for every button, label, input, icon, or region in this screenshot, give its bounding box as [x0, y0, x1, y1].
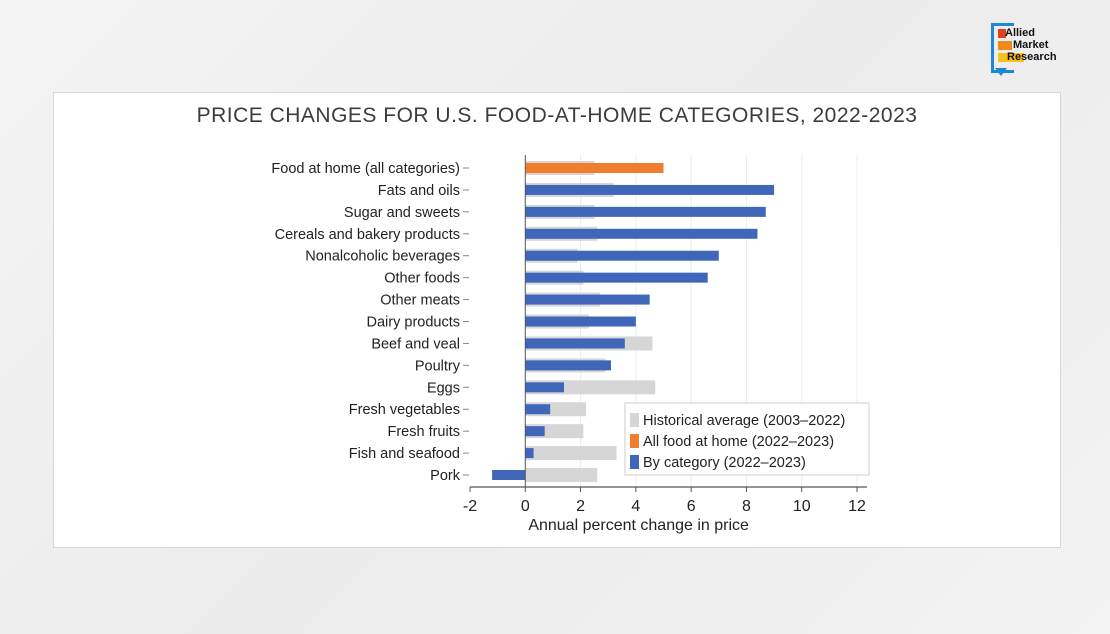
- category-label: Dairy products: [367, 315, 460, 331]
- category-label: Cereals and bakery products: [275, 227, 460, 243]
- bar-category: [525, 272, 708, 283]
- bar-all-food: [525, 163, 664, 173]
- category-label: Nonalcoholic beverages: [305, 249, 460, 265]
- category-label: Eggs: [427, 380, 460, 396]
- legend-label: By category (2022–2023): [643, 455, 806, 471]
- x-axis-label: Annual percent change in price: [528, 517, 749, 534]
- category-label: Pork: [430, 468, 461, 484]
- bar-category: [525, 294, 650, 305]
- category-label: Beef and veal: [371, 336, 460, 352]
- legend-box: [624, 402, 870, 476]
- bar-category: [525, 206, 766, 217]
- bar-category: [525, 250, 719, 261]
- bar-category: [525, 316, 636, 327]
- x-tick-label: 10: [793, 498, 811, 515]
- chart-title: PRICE CHANGES FOR U.S. FOOD-AT-HOME CATE…: [196, 104, 918, 127]
- x-tick-label: 2: [576, 498, 585, 515]
- bar-category: [525, 228, 758, 239]
- category-label: Sugar and sweets: [344, 205, 460, 221]
- category-label: Fresh fruits: [387, 424, 460, 440]
- logo-text-1: Allied: [1005, 27, 1035, 39]
- category-label: Fish and seafood: [349, 446, 460, 462]
- category-label: Fresh vegetables: [349, 402, 460, 418]
- logo-text-2: Market: [1013, 39, 1049, 51]
- bar-category: [525, 338, 625, 349]
- allied-market-research-logo: Allied Market Research: [990, 22, 1085, 76]
- x-tick-label: 12: [848, 498, 866, 515]
- legend-label: All food at home (2022–2023): [643, 434, 834, 450]
- legend-swatch: [630, 413, 639, 427]
- legend-swatch: [630, 455, 639, 469]
- x-tick-label: 4: [631, 498, 640, 515]
- category-label: Other meats: [380, 293, 460, 309]
- logo-text-3: Research: [1007, 51, 1057, 63]
- bar-category: [492, 470, 526, 481]
- bar-category: [525, 426, 545, 437]
- legend-swatch: [630, 434, 639, 448]
- x-tick-label: 6: [687, 498, 696, 515]
- bar-historical: [525, 468, 598, 483]
- category-label: Other foods: [384, 271, 460, 287]
- x-tick-label: 0: [521, 498, 530, 515]
- bar-category: [525, 382, 564, 393]
- x-tick-label: -2: [463, 498, 477, 515]
- bar-category: [525, 404, 551, 415]
- category-label: Fats and oils: [378, 183, 460, 199]
- bar-category: [525, 448, 534, 459]
- x-tick-label: 8: [742, 498, 751, 515]
- bar-category: [525, 184, 775, 195]
- category-label: Food at home (all categories): [271, 161, 460, 177]
- bar-historical: [525, 446, 617, 461]
- legend-label: Historical average (2003–2022): [643, 413, 845, 429]
- bar-category: [525, 360, 611, 371]
- category-label: Poultry: [415, 358, 461, 374]
